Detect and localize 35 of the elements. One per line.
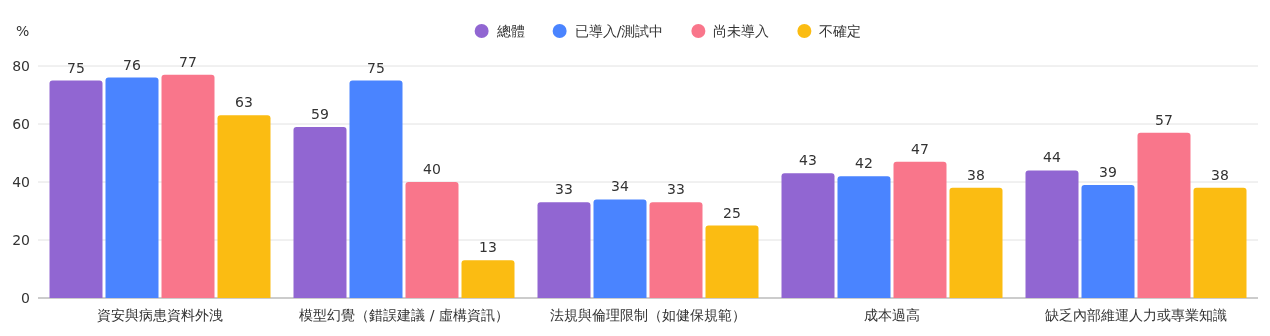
x-tick-label: 缺乏內部維運人力或專業知識 [1045, 307, 1227, 323]
legend-label: 已導入/測試中 [574, 23, 664, 39]
data-label: 13 [479, 239, 497, 256]
data-label: 77 [179, 53, 197, 70]
data-label: 59 [311, 105, 329, 122]
data-label: 75 [367, 59, 385, 76]
y-tick-label: 40 [12, 174, 30, 190]
legend-label: 總體 [495, 23, 525, 39]
x-tick-label: 法規與倫理限制（如健保規範） [550, 307, 746, 323]
data-label: 76 [123, 56, 141, 73]
legend-label: 不確定 [819, 23, 862, 39]
data-label: 43 [799, 152, 817, 169]
y-tick-label: 60 [12, 116, 30, 132]
data-label: 34 [611, 178, 629, 195]
data-label: 44 [1043, 149, 1061, 166]
y-tick-label: 0 [21, 290, 30, 306]
data-label: 42 [855, 155, 873, 172]
data-label: 39 [1099, 163, 1117, 180]
y-tick-label: 20 [12, 232, 30, 248]
x-tick-label: 模型幻覺（錯誤建議 / 虛構資訊） [299, 307, 509, 323]
y-axis-title: % [16, 23, 30, 39]
data-label: 57 [1155, 111, 1173, 128]
x-tick-label: 成本過高 [864, 307, 920, 323]
legend-label: 尚未導入 [713, 23, 770, 39]
data-label: 33 [555, 181, 573, 198]
data-label: 40 [423, 161, 441, 177]
data-label: 47 [911, 140, 929, 157]
data-label: 75 [67, 59, 85, 76]
data-label: 33 [667, 181, 685, 198]
y-tick-label: 80 [12, 58, 30, 74]
data-label: 25 [723, 204, 741, 221]
x-tick-label: 資安與病患資料外洩 [97, 307, 223, 323]
data-label: 63 [235, 94, 253, 111]
data-label: 38 [1211, 166, 1229, 183]
data-label: 38 [967, 166, 985, 183]
